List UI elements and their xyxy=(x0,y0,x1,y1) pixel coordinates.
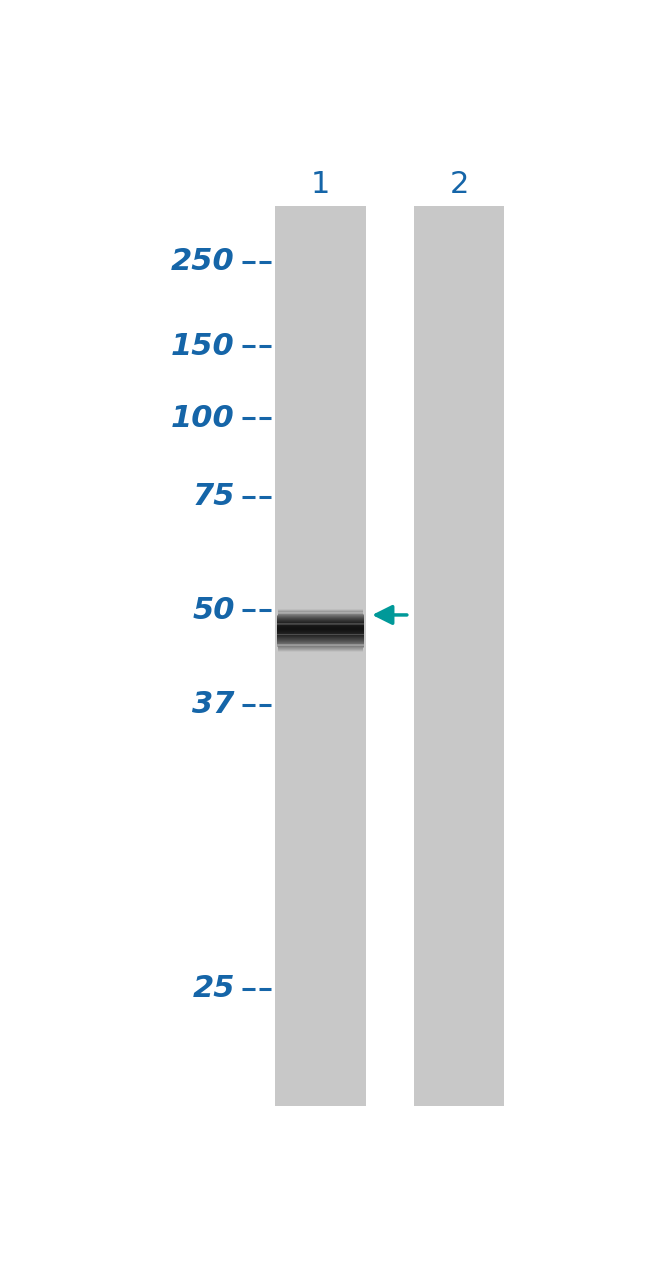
Bar xyxy=(278,648,363,650)
Bar xyxy=(277,641,364,643)
Bar xyxy=(278,650,363,652)
Bar xyxy=(277,620,364,621)
Bar xyxy=(277,621,364,624)
Bar xyxy=(278,613,363,616)
Text: 50: 50 xyxy=(192,596,235,625)
Bar xyxy=(278,652,363,653)
Bar xyxy=(277,618,364,620)
Bar xyxy=(278,644,364,645)
Bar xyxy=(275,206,366,1106)
Bar xyxy=(277,630,365,632)
Bar xyxy=(277,638,364,640)
Bar xyxy=(277,640,364,643)
Bar xyxy=(277,635,364,636)
Bar xyxy=(277,626,364,627)
Bar xyxy=(278,644,363,646)
Text: 25: 25 xyxy=(192,974,235,1003)
Bar xyxy=(278,611,363,612)
Bar xyxy=(278,643,364,644)
Bar xyxy=(278,612,363,615)
Bar xyxy=(278,610,363,611)
Bar xyxy=(278,611,363,613)
Bar xyxy=(278,649,363,652)
Bar xyxy=(277,636,364,639)
Bar xyxy=(278,608,363,610)
Bar xyxy=(277,629,365,631)
Bar xyxy=(277,622,364,625)
Bar xyxy=(277,624,364,626)
Bar xyxy=(277,636,364,638)
Bar xyxy=(277,632,365,635)
Bar xyxy=(414,206,504,1106)
Bar xyxy=(277,634,364,635)
Bar xyxy=(278,615,363,617)
Bar xyxy=(277,639,364,641)
Text: 75: 75 xyxy=(192,483,235,511)
Text: 1: 1 xyxy=(311,170,330,199)
Bar xyxy=(277,625,364,626)
Bar xyxy=(277,627,365,629)
Text: 37: 37 xyxy=(192,691,235,719)
Text: 150: 150 xyxy=(171,331,235,361)
Text: 2: 2 xyxy=(449,170,469,199)
Bar xyxy=(278,646,363,649)
Bar xyxy=(278,616,364,618)
Text: 250: 250 xyxy=(171,248,235,277)
Bar xyxy=(277,627,365,630)
Text: 100: 100 xyxy=(171,404,235,433)
Bar xyxy=(277,620,364,622)
Bar xyxy=(277,631,365,634)
Bar xyxy=(278,645,363,648)
Bar xyxy=(278,617,364,618)
